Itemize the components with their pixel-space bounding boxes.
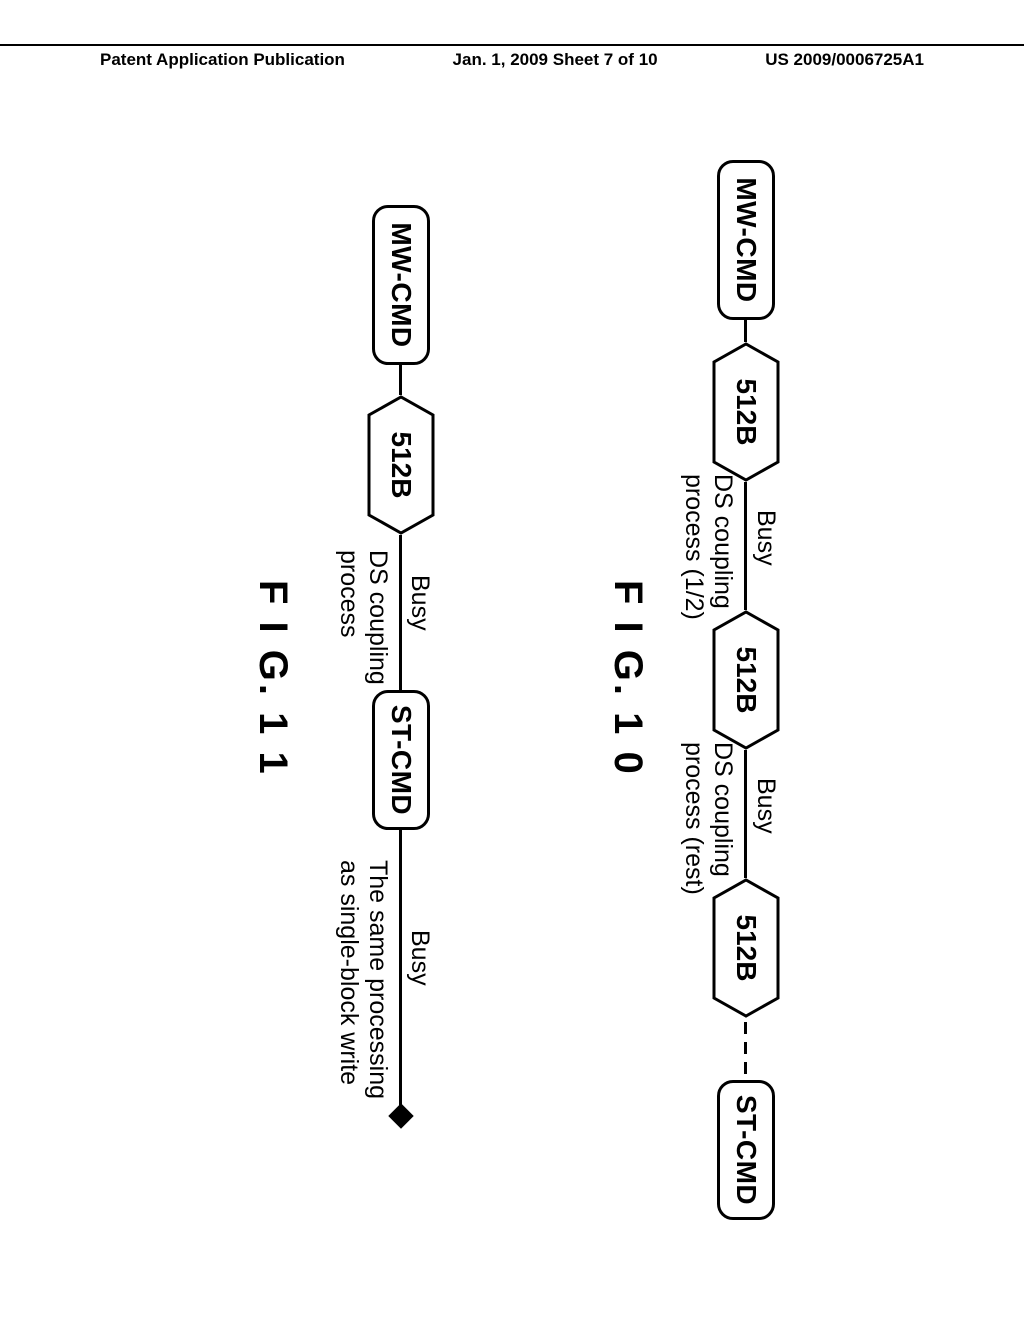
fig10-hex-1-label: 512B xyxy=(730,379,762,446)
fig11-figure-label: F I G. 1 1 xyxy=(250,580,295,777)
header-right: US 2009/0006725A1 xyxy=(765,50,924,70)
header-left: Patent Application Publication xyxy=(100,50,345,70)
fig10-hex-1: 512B xyxy=(712,342,780,482)
fig10-dash-1 xyxy=(744,1022,747,1034)
fig10-proc-2: DS coupling process (rest) xyxy=(680,742,738,895)
fig10-hex-3: 512B xyxy=(712,878,780,1018)
fig11-conn-3 xyxy=(399,830,402,1110)
fig10-dash-3 xyxy=(744,1062,747,1074)
diagram-canvas: MW-CMD 512B Busy DS coupling process (1/… xyxy=(100,160,920,1220)
page-header: Patent Application Publication Jan. 1, 2… xyxy=(0,44,1024,70)
fig11-note: The same processing as single-block writ… xyxy=(335,860,393,1099)
fig11-stcmd-label: ST-CMD xyxy=(385,705,417,815)
fig11-stcmd-box: ST-CMD xyxy=(372,690,430,830)
fig10-busy-1: Busy xyxy=(751,510,780,566)
fig10-conn-2 xyxy=(744,482,747,610)
fig10-mwcmd-box: MW-CMD xyxy=(717,160,775,320)
fig11-diamond-terminator xyxy=(388,1103,413,1128)
fig10-hex-2: 512B xyxy=(712,610,780,750)
fig11-conn-1 xyxy=(399,365,402,395)
fig10-hex-2-label: 512B xyxy=(730,647,762,714)
fig11-conn-2 xyxy=(399,535,402,690)
fig11-proc-1: DS coupling process xyxy=(335,550,393,685)
fig10-dash-2 xyxy=(744,1042,747,1054)
header-center: Jan. 1, 2009 Sheet 7 of 10 xyxy=(453,50,658,70)
fig11-hex-1: 512B xyxy=(367,395,435,535)
fig11-hex-1-label: 512B xyxy=(385,432,417,499)
fig10-conn-1 xyxy=(744,320,747,342)
fig11-busy-1: Busy xyxy=(405,575,434,631)
fig10-hex-3-label: 512B xyxy=(730,915,762,982)
fig10-stcmd-label: ST-CMD xyxy=(730,1095,762,1205)
diagram-rotated-container: MW-CMD 512B Busy DS coupling process (1/… xyxy=(0,160,920,980)
fig10-stcmd-box: ST-CMD xyxy=(717,1080,775,1220)
fig10-figure-label: F I G. 1 0 xyxy=(605,580,650,777)
fig10-conn-3 xyxy=(744,750,747,878)
fig10-proc-1: DS coupling process (1/2) xyxy=(680,474,738,620)
fig10-mwcmd-label: MW-CMD xyxy=(730,177,762,302)
fig11-busy-2: Busy xyxy=(405,930,434,986)
fig11-mwcmd-box: MW-CMD xyxy=(372,205,430,365)
fig11-mwcmd-label: MW-CMD xyxy=(385,222,417,347)
fig10-busy-2: Busy xyxy=(751,778,780,834)
